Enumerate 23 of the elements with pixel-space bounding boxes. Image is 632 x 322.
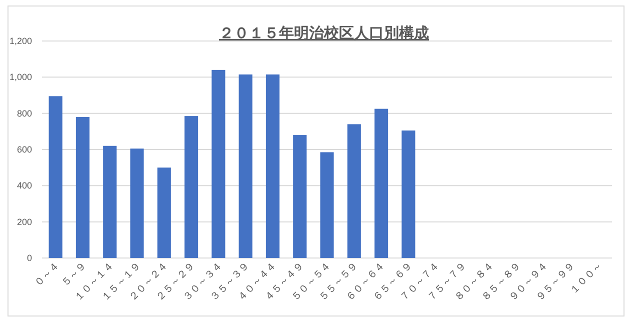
bar (76, 116, 90, 258)
y-tick-label: 1,200 (9, 36, 32, 46)
bar (374, 108, 388, 258)
bar (320, 152, 334, 258)
bar (347, 124, 361, 258)
chart-title: ２０１５年明治校区人口別構成 (219, 25, 429, 42)
y-tick-label: 600 (16, 144, 32, 154)
bar (103, 146, 117, 258)
bar (157, 168, 171, 258)
y-tick-label: 800 (16, 108, 32, 118)
y-tick-label: 200 (16, 216, 32, 227)
y-tick-label: 0 (26, 253, 32, 263)
bar (184, 116, 198, 258)
y-tick-label: 1,000 (9, 72, 32, 82)
y-tick-label: 400 (16, 180, 32, 191)
bar (293, 135, 307, 258)
bar (130, 148, 144, 258)
bar (48, 96, 62, 258)
bar (238, 74, 252, 258)
x-tick-label: ０～４ (32, 260, 62, 290)
bar (212, 70, 226, 258)
bar (266, 74, 280, 258)
bar (402, 130, 416, 258)
